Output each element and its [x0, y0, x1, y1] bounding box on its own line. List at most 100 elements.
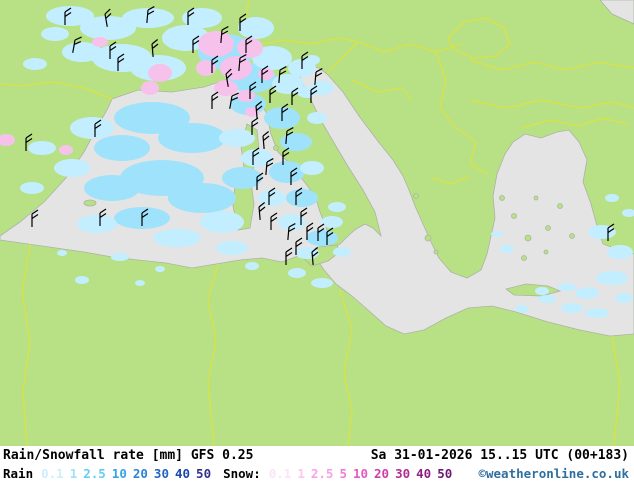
rain-cell [321, 216, 343, 228]
wind-barb-icon [268, 187, 276, 205]
rain-cell [28, 141, 56, 155]
wind-barb-icon [317, 223, 325, 241]
aegean-island [569, 233, 575, 239]
rain-scale-value: 10 [111, 466, 127, 481]
wind-barb-icon [265, 158, 274, 176]
rain-cell [288, 268, 306, 278]
snow-scale-value: 2.5 [310, 466, 334, 481]
border-albania-greece [431, 175, 471, 185]
country-borders [0, 0, 634, 446]
aegean-island [543, 249, 549, 255]
rain-cell [219, 129, 255, 147]
rain-cell [238, 17, 274, 39]
rain-cell [311, 278, 333, 288]
rain-cell [216, 241, 248, 255]
rain-cell [54, 159, 90, 177]
rain-cell [182, 8, 222, 28]
border-bosnia [351, 79, 413, 101]
snow-cell [141, 81, 159, 95]
rain-scale-value: 1 [69, 466, 78, 481]
rain-cell [222, 167, 262, 189]
rain-cell [200, 211, 244, 233]
ionian-island-zakynthos [433, 249, 439, 255]
rain-scale-value: 40 [174, 466, 191, 481]
rain-cell [538, 295, 556, 303]
wind-barb-icon [151, 39, 159, 58]
rain-cell [153, 229, 201, 247]
rain-cell [306, 230, 338, 246]
ionian-island-corfu [413, 193, 419, 199]
wind-barb-icon [270, 212, 278, 230]
snow-cell [237, 90, 255, 102]
border-romania-north [469, 59, 634, 71]
rain-cell [245, 262, 259, 270]
wind-barb-icon [310, 85, 318, 103]
border-tunisia-libya [339, 289, 353, 446]
mediterranean-map [0, 0, 634, 446]
border-morocco-algeria [21, 243, 31, 446]
rain-cell [615, 293, 633, 303]
aegean-island [524, 234, 532, 242]
wind-barb-icon [281, 103, 289, 121]
snow-cell [148, 64, 172, 82]
wind-barb-icon [229, 92, 239, 109]
snow-cell [214, 80, 238, 96]
border-libya-egypt [611, 335, 621, 446]
border-algeria-tunisia [207, 263, 219, 446]
snow-cell [198, 31, 234, 57]
rain-cell [77, 215, 117, 233]
rain-cell [535, 287, 549, 295]
product-title: Rain/Snowfall rate [mm] GFS 0.25 [3, 448, 254, 463]
aegean-island [545, 225, 551, 231]
wind-barb-icon [94, 119, 102, 137]
wind-barb-icon [290, 167, 298, 185]
legend-title-row: Rain/Snowfall rate [mm] GFS 0.25 Sa 31-0… [3, 448, 629, 463]
snow-cell [59, 145, 73, 155]
wind-barb-icon [99, 208, 107, 226]
wind-barb-icon [141, 208, 149, 226]
rain-precipitation-layer [20, 6, 634, 318]
border-serbia [435, 51, 457, 129]
wind-barb-icon [187, 7, 195, 25]
wind-barb-icon [285, 247, 293, 265]
rain-cell [500, 245, 514, 253]
rain-cell [114, 102, 190, 134]
rain-cell [575, 287, 599, 299]
snow-label: Snow: [223, 466, 261, 481]
wind-barb-icon [25, 133, 33, 151]
copyright: ©weatheronline.co.uk [478, 466, 629, 481]
rain-cell [46, 6, 94, 26]
wind-barb-icon [245, 35, 253, 53]
aegean-island [499, 195, 505, 201]
snow-scale-value: 40 [416, 466, 432, 481]
rain-cell [84, 175, 140, 201]
rain-cell [515, 305, 529, 313]
wind-barb-icon [72, 36, 82, 53]
legend-footer: Rain/Snowfall rate [mm] GFS 0.25 Sa 31-0… [0, 446, 634, 490]
map-area [0, 0, 634, 446]
rain-cell [57, 250, 67, 256]
wind-barb-icon [287, 223, 296, 241]
rain-cell [162, 25, 210, 51]
rain-cell [307, 112, 327, 124]
wind-barb-icon [146, 6, 155, 24]
island-ibiza [83, 199, 97, 207]
rain-cell [328, 202, 346, 212]
snow-scale-value: 50 [437, 466, 453, 481]
rain-cell [258, 190, 286, 206]
snow-scale-value: 30 [395, 466, 411, 481]
border-slovenia [327, 41, 359, 74]
rain-cell [558, 283, 576, 291]
wind-barb-icon [285, 127, 294, 145]
rain-cell [622, 209, 634, 217]
wind-barb-icon [192, 35, 200, 53]
snow-scale-value: 20 [374, 466, 390, 481]
wind-barb-icon [301, 51, 309, 69]
wind-barb-icon [311, 247, 319, 266]
aegean-island [521, 255, 527, 261]
rain-cell [155, 266, 165, 272]
wind-barb-icon [104, 8, 112, 27]
wind-barb-icon [607, 223, 615, 241]
black-sea-corner [599, 0, 634, 25]
wind-barb-icon [109, 41, 117, 59]
